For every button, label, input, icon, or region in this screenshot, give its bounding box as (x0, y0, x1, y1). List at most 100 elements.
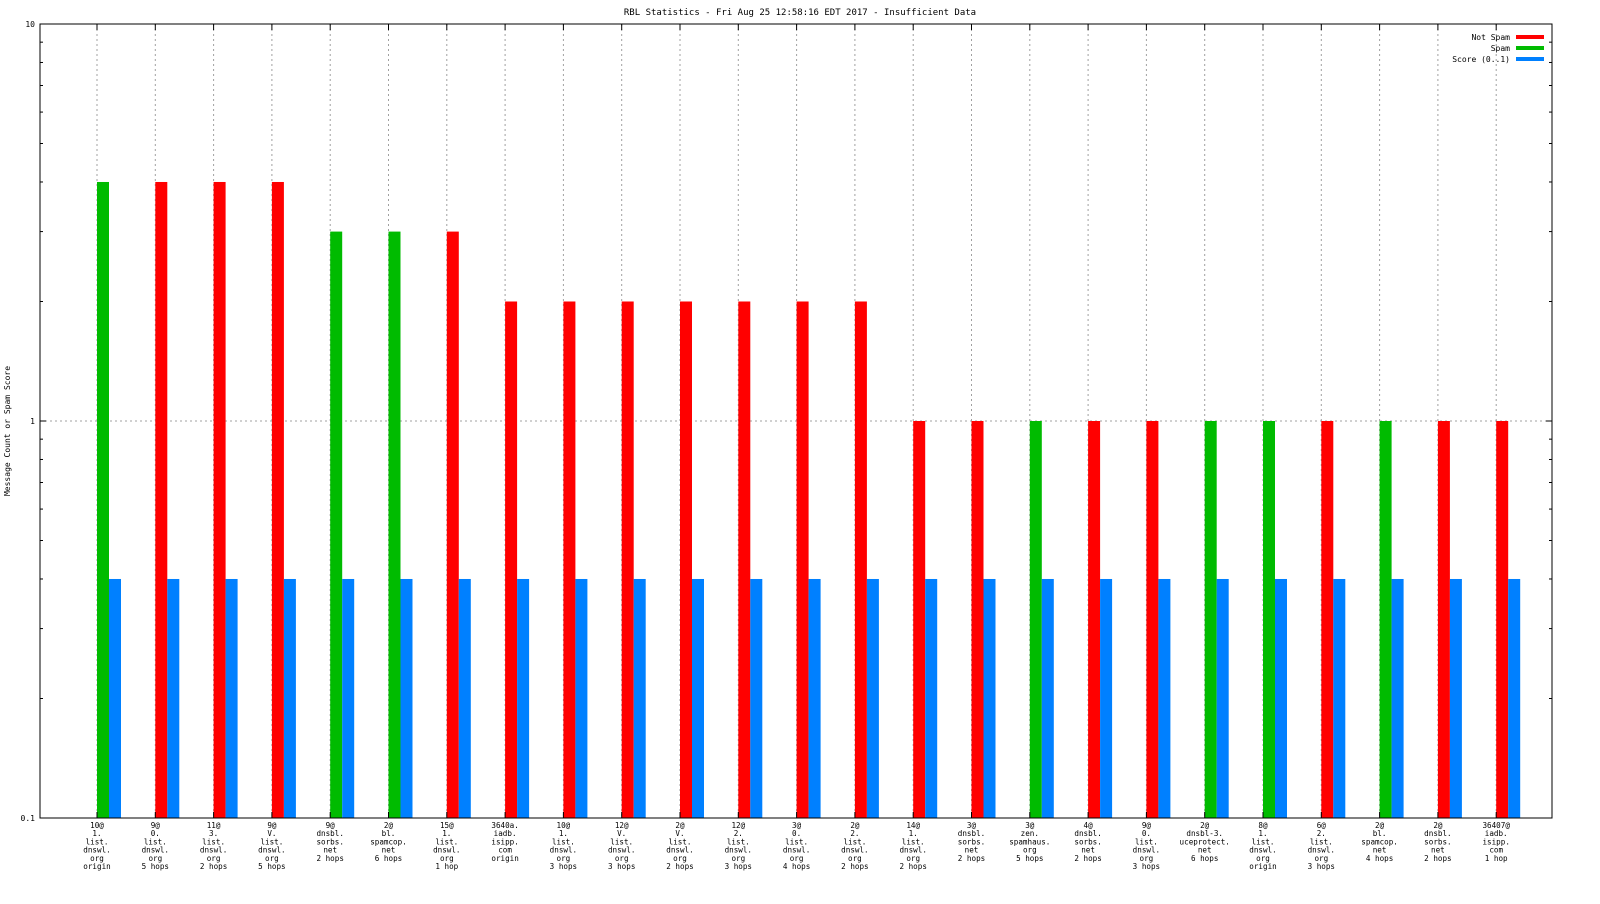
x-tick-label-line: 5 hops (1016, 854, 1043, 863)
x-tick-label-line: list. (435, 837, 458, 846)
x-tick-label: 6@ 2. list. dnswl. org 3 hops (1308, 821, 1335, 871)
x-tick-label-line: 2 hops (841, 862, 868, 871)
x-tick-label-line: 2 hops (666, 862, 693, 871)
score-bar (283, 578, 296, 818)
not-spam-bar (971, 421, 984, 818)
not-spam-bar (738, 301, 751, 818)
legend-swatch (1516, 46, 1544, 50)
x-tick-label-line: 2@ (1375, 821, 1385, 830)
x-tick-label-line: org (148, 854, 162, 863)
x-tick-label-line: list. (552, 837, 575, 846)
x-tick-label: 3640a. iadb. isipp. com origin (491, 821, 518, 863)
x-tick-label-line: 36407@ (1482, 821, 1510, 830)
x-tick-label-line: org (265, 854, 279, 863)
x-tick-label: 10@ 1. list. dnswl. org origin (83, 821, 110, 871)
score-bar (1216, 578, 1229, 818)
x-tick-label-line: org (1140, 854, 1154, 863)
x-tick-label-line: origin (83, 862, 110, 871)
score-bar (925, 578, 938, 818)
x-tick-label-line: 2. (1317, 829, 1326, 838)
x-tick-label: 14@ 1. list. dnswl. org 2 hops (899, 821, 926, 871)
x-tick-label-line: list. (727, 837, 750, 846)
x-tick-label-line: origin (1249, 862, 1276, 871)
not-spam-bar (505, 301, 518, 818)
not-spam-bar (446, 231, 459, 818)
x-tick-label-line: dnswl. (142, 846, 169, 855)
x-tick-label-line: sorbs. (316, 837, 343, 846)
x-tick-label-line: org (673, 854, 687, 863)
x-tick-label-line: 10@ (90, 821, 104, 830)
x-tick-label-line: net (1373, 846, 1387, 855)
x-tick-label-line: 1. (92, 829, 101, 838)
x-tick-label-line: 2@ (384, 821, 394, 830)
x-tick-label-line: list. (1310, 837, 1333, 846)
x-tick-label-line: 3. (209, 829, 218, 838)
x-tick-label-line: dnswl. (608, 846, 635, 855)
spam-bar (388, 231, 401, 818)
score-bar (1333, 578, 1346, 818)
x-tick-label-line: dnswl. (1249, 846, 1276, 855)
x-tick-label: 3@ dnsbl. sorbs. net 2 hops (958, 821, 985, 863)
not-spam-bar (913, 421, 926, 818)
x-tick-label: 11@ 3. list. dnswl. org 2 hops (200, 821, 227, 871)
x-tick-label-line: 3@ (792, 821, 802, 830)
x-tick-label-line: net (1198, 846, 1212, 855)
not-spam-bar (621, 301, 634, 818)
x-tick-label-line: 2 hops (316, 854, 343, 863)
x-tick-label: 9@ dnsbl. sorbs. net 2 hops (316, 821, 343, 863)
x-tick-label: 36407@ iadb. isipp. com 1 hop (1482, 821, 1510, 863)
x-tick-label-line: org (848, 854, 862, 863)
x-tick-label-line: dnsbl. (1424, 829, 1451, 838)
x-tick-label-line: dnswl. (666, 846, 693, 855)
spam-bar (1029, 421, 1042, 818)
x-tick-label: 3@ zen. spamhaus. org 5 hops (1009, 821, 1050, 863)
score-bar (1275, 578, 1287, 818)
x-tick-label-line: dnswl. (200, 846, 227, 855)
plot-frame (39, 23, 1553, 819)
x-tick-label-line: 2 hops (1074, 854, 1101, 863)
not-spam-bar (213, 181, 226, 818)
x-tick-label: 4@ dnsbl. sorbs. net 2 hops (1074, 821, 1101, 863)
x-tick-label-line: bl. (382, 829, 396, 838)
x-tick-label-line: 6 hops (1191, 854, 1218, 863)
not-spam-bar (1146, 421, 1159, 818)
x-tick-label-line: 3 hops (1133, 862, 1160, 871)
score-bar (1449, 578, 1462, 818)
x-tick-label-line: 2 hops (958, 854, 985, 863)
not-spam-bar (271, 181, 284, 818)
x-tick-label-line: list. (669, 837, 692, 846)
score-bar (808, 578, 821, 818)
not-spam-bar (1321, 421, 1334, 818)
spam-bar (1204, 421, 1217, 818)
not-spam-bar (796, 301, 809, 818)
x-tick-label-line: dnswl. (1308, 846, 1335, 855)
x-tick-label-line: 3@ (1025, 821, 1035, 830)
x-tick-label-line: 1. (1258, 829, 1267, 838)
score-bar (342, 578, 355, 818)
x-tick-label-line: dnswl. (1133, 846, 1160, 855)
score-bar (1100, 578, 1113, 818)
x-tick-label-line: 1. (909, 829, 918, 838)
x-tick-label-line: 4 hops (1366, 854, 1393, 863)
score-bar (1158, 578, 1171, 818)
x-tick-label-line: 3 hops (1308, 862, 1335, 871)
x-tick-label-line: 4@ (1084, 821, 1094, 830)
spam-bar (1263, 421, 1275, 818)
x-tick-label-line: 9@ (1142, 821, 1152, 830)
x-tick-label: 2@ dnsbl. sorbs. net 2 hops (1424, 821, 1451, 863)
legend-label: Spam (1491, 44, 1510, 53)
x-tick-label-line: 9@ (267, 821, 277, 830)
x-tick-label: 15@ 1. list. dnswl. org 1 hop (433, 821, 460, 871)
x-tick-label-line: sorbs. (1074, 837, 1101, 846)
score-bar (458, 578, 471, 818)
x-tick-label-line: org (557, 854, 571, 863)
x-tick-label: 2@ 2. list. dnswl. org 2 hops (841, 821, 868, 871)
x-tick-label: 12@ 2. list. dnswl. org 3 hops (725, 821, 752, 871)
x-tick-label-line: net (323, 846, 337, 855)
x-tick-label-line: V. (675, 829, 684, 838)
y-tick-label: 0.1 (21, 814, 36, 823)
x-tick-label-line: org (207, 854, 221, 863)
x-tick-label-line: com (498, 846, 512, 855)
legend-swatch (1516, 35, 1544, 39)
